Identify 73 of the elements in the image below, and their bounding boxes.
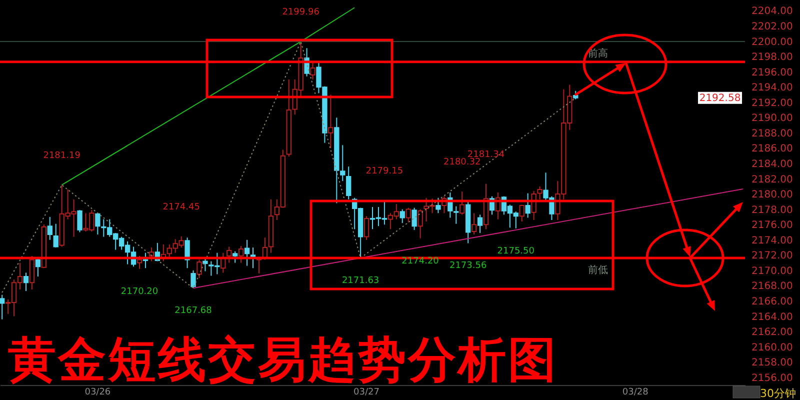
candlestick (0, 294, 5, 320)
annotation: 2171.63 (342, 276, 380, 286)
y-tick-label: 2168.00 (752, 281, 793, 292)
candlestick (136, 255, 142, 270)
y-tick-label: 2160.00 (752, 342, 793, 354)
candlestick (346, 166, 352, 200)
y-tick-label: 2200.00 (752, 36, 793, 48)
annotation: 2173.56 (449, 261, 487, 272)
y-tick-label: 2190.00 (752, 113, 793, 124)
y-tick-label: 2164.00 (752, 312, 793, 323)
annotation: 2167.68 (174, 306, 212, 316)
candlestick (436, 197, 441, 214)
y-tick-label: 2178.00 (752, 204, 793, 216)
candlestick (95, 212, 100, 236)
candlestick (29, 255, 35, 290)
annotation: 2192.58 (699, 92, 741, 104)
x-tick-label: 03/28 (622, 388, 649, 398)
candlestick (406, 207, 411, 223)
candlestick (328, 94, 334, 149)
y-tick-label: 2180.00 (752, 190, 793, 201)
y-tick-label: 2194.00 (752, 82, 793, 94)
y-tick-label: 2192.00 (752, 98, 793, 109)
ref-line-label: 前低 (588, 264, 608, 276)
annotation: 2181.19 (43, 150, 81, 161)
candlestick (364, 216, 370, 240)
y-tick-label: 2204.00 (752, 6, 793, 18)
y-tick-label: 2188.00 (752, 128, 793, 140)
candlestick (412, 207, 417, 230)
y-tick-label: 2184.00 (752, 158, 793, 170)
annotation: 2179.15 (366, 166, 404, 177)
candlestick (53, 223, 58, 248)
annotation: 2174.45 (162, 202, 200, 212)
text: 黄金短线交易趋势分析图 (8, 332, 558, 388)
candlestick (477, 214, 483, 234)
y-tick-label: 2186.00 (752, 144, 793, 155)
y-tick-label: 2198.00 (752, 52, 793, 64)
candlestick (460, 191, 465, 216)
annotation: 2180.32 (444, 158, 481, 168)
candlestick (400, 208, 405, 224)
y-tick-label: 2182.00 (752, 174, 793, 186)
annotation: 2199.96 (282, 8, 320, 18)
annotation: 2170.20 (120, 286, 158, 297)
annotation: 2174.20 (402, 256, 440, 266)
candlestick (226, 246, 232, 264)
candlestick (142, 252, 148, 269)
candlestick (47, 216, 52, 240)
y-tick-label: 2176.00 (752, 220, 793, 232)
y-tick-label: 2174.00 (752, 235, 793, 246)
candlestick (190, 270, 196, 289)
x-tick-label: 03/26 (84, 388, 111, 398)
y-tick-label: 2156.00 (752, 372, 793, 384)
annotation: 2175.50 (497, 246, 535, 256)
candlestick (202, 258, 208, 272)
candlestick (35, 258, 41, 278)
y-tick-label: 2172.00 (752, 250, 793, 262)
x-tick-label: 03/27 (354, 388, 380, 398)
candlestick (196, 259, 202, 279)
y-tick-label: 2170.00 (752, 266, 793, 277)
candlestick (418, 208, 423, 239)
y-tick-label: 2202.00 (752, 21, 793, 32)
candlestick (244, 239, 250, 266)
y-tick-label: 2162.00 (752, 327, 793, 338)
candlestick (23, 272, 29, 292)
text: 30分钟 (760, 386, 796, 400)
y-tick-label: 2166.00 (752, 296, 793, 308)
candlestick (471, 212, 477, 236)
y-tick-label: 2196.00 (752, 67, 793, 78)
y-tick-label: 2158.00 (752, 358, 793, 369)
candlestick (525, 192, 530, 218)
candlestick (519, 204, 524, 222)
candlestick (310, 62, 316, 80)
candlestick (238, 245, 244, 264)
candlestick (77, 210, 82, 233)
